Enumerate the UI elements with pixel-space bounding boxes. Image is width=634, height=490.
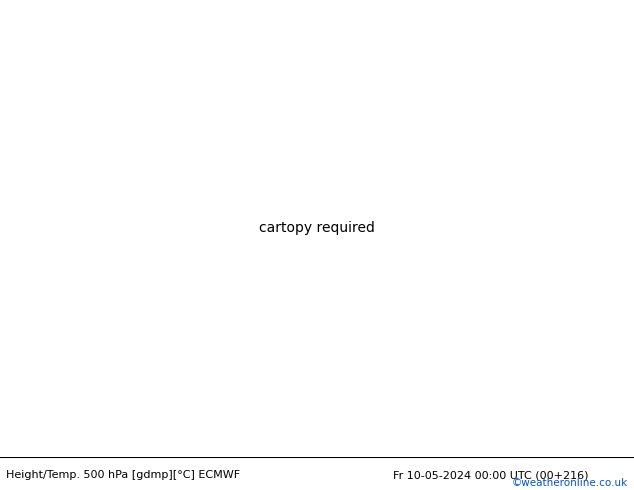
Text: Fr 10-05-2024 00:00 UTC (00+216): Fr 10-05-2024 00:00 UTC (00+216) [393, 470, 588, 480]
Text: cartopy required: cartopy required [259, 221, 375, 235]
Text: Height/Temp. 500 hPa [gdmp][°C] ECMWF: Height/Temp. 500 hPa [gdmp][°C] ECMWF [6, 470, 240, 480]
Text: ©weatheronline.co.uk: ©weatheronline.co.uk [512, 478, 628, 489]
